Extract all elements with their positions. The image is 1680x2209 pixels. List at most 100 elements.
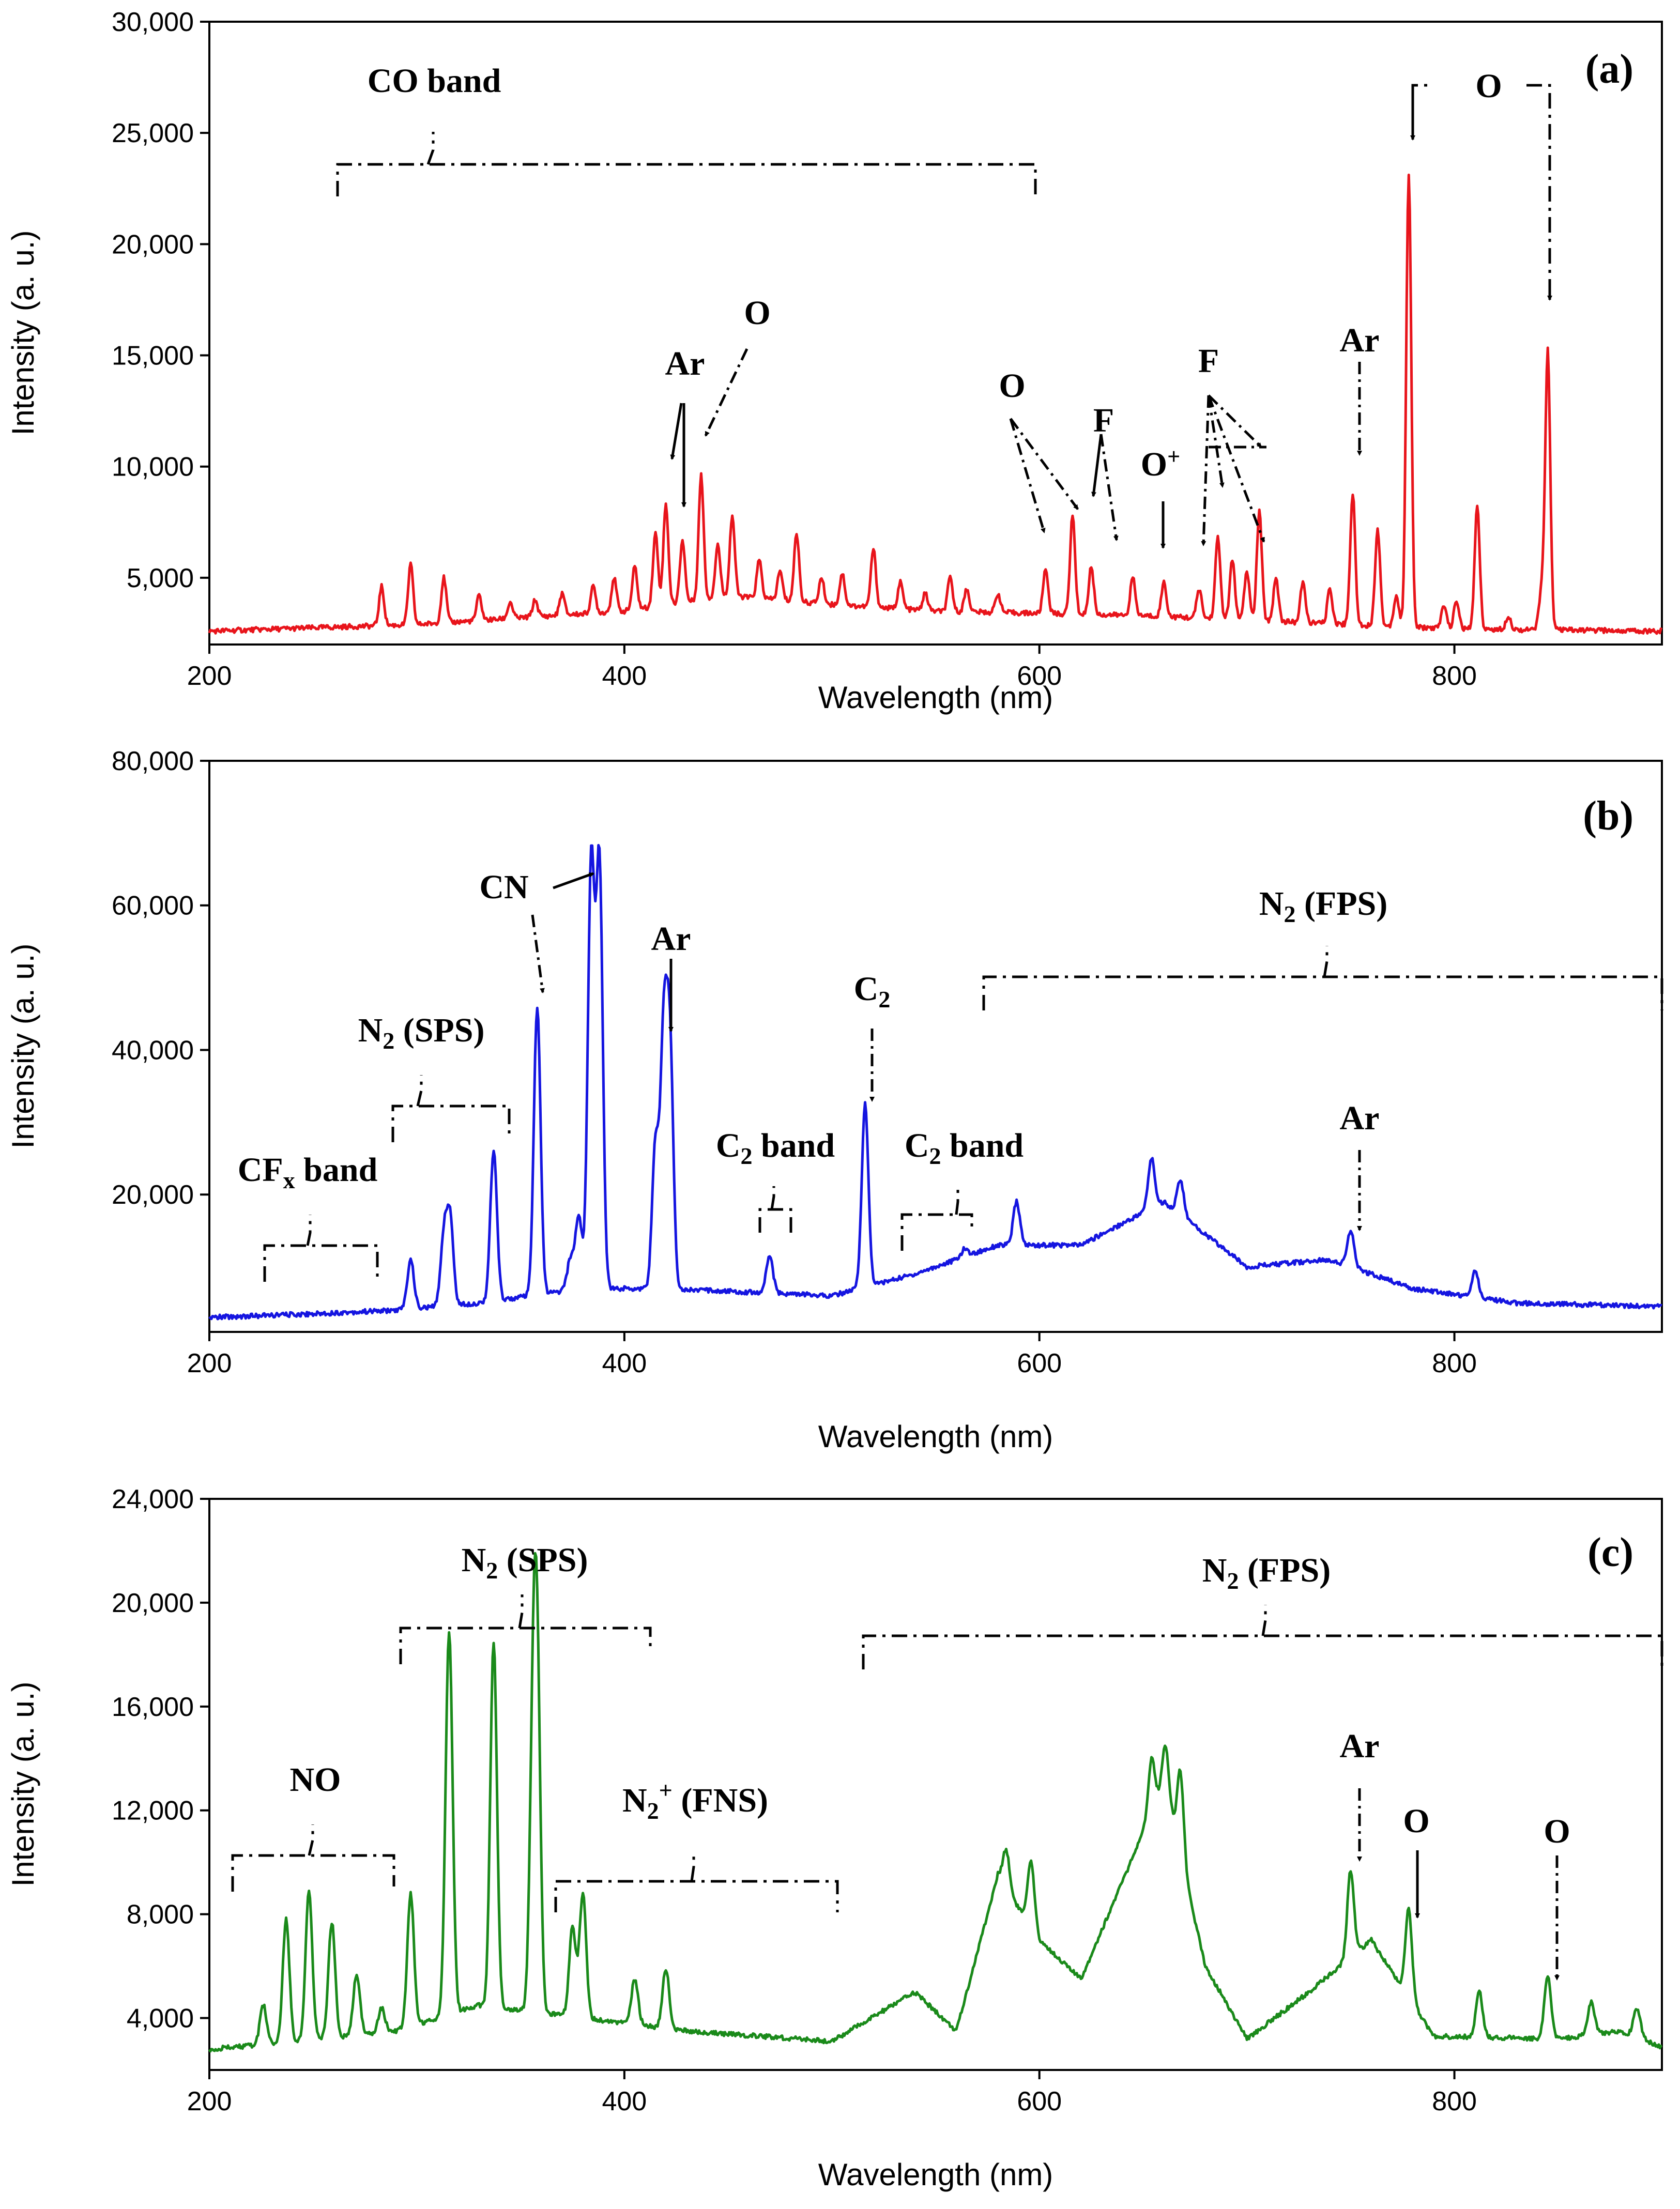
label-c2-band-2: C2 band: [905, 1127, 1024, 1169]
y-tick-label: 60,000: [112, 891, 194, 921]
ar-arrow-a1: [670, 403, 683, 460]
f-arrow-a4: [1207, 395, 1225, 488]
o-arrow-a3: [704, 348, 749, 437]
x-tick-label: 200: [187, 1348, 232, 1378]
label-o-c2: O: [1544, 1813, 1570, 1850]
panel-label-b: (b): [1583, 793, 1633, 839]
label-no: NO: [290, 1761, 341, 1799]
label-o-a3: O: [1475, 67, 1502, 105]
label-ar-a2: Ar: [1340, 321, 1380, 359]
label-co-band: CO band: [368, 62, 501, 100]
spectrum-line-c: [208, 1552, 1663, 2053]
y-tick-label: 24,000: [112, 1484, 194, 1514]
x-axis-title-a: Wavelength (nm): [818, 680, 1053, 715]
x-tick-label: 800: [1432, 661, 1477, 691]
y-tick-label: 4,000: [127, 2004, 194, 2034]
y-ticks-b: 20,000 40,000 60,000 80,000: [112, 746, 209, 1210]
y-tick-label: 30,000: [112, 7, 194, 37]
label-ar-c: Ar: [1340, 1727, 1380, 1765]
y-axis-title-a: Intensity (a. u.): [6, 231, 40, 436]
n2-sps-bracket-b: [391, 1075, 511, 1142]
panel-label-c: (c): [1587, 1530, 1633, 1575]
x-tick-label: 400: [602, 1348, 647, 1378]
label-o-c1: O: [1403, 1802, 1429, 1840]
c2-band-bracket-1: [758, 1186, 792, 1233]
f-arrow-a5: [1208, 394, 1262, 448]
label-n2-sps-b: N2 (SPS): [358, 1011, 485, 1054]
o-arrow-a5: [1009, 418, 1079, 510]
x-tick-label: 600: [1017, 661, 1062, 691]
panel-b: 20,000 40,000 60,000 80,000 200 400 600 800 Wa…: [6, 746, 1663, 1454]
label-f-a2: F: [1198, 342, 1219, 380]
label-n2-fps-b: N2 (FPS): [1259, 885, 1387, 927]
y-tick-label: 10,000: [112, 452, 194, 482]
y-tick-label: 8,000: [127, 1900, 194, 1930]
spectrum-line-a: [208, 173, 1663, 635]
y-axis-title-b: Intensity (a. u.): [6, 944, 40, 1149]
x-axis-title-b: Wavelength (nm): [818, 1419, 1053, 1454]
cfx-band-bracket: [263, 1215, 379, 1282]
label-o-a1: O: [744, 294, 770, 332]
x-tick-label: 400: [602, 2087, 647, 2116]
y-tick-label: 25,000: [112, 118, 194, 148]
y-tick-label: 16,000: [112, 1692, 194, 1722]
label-ar-a1: Ar: [665, 345, 705, 382]
label-f-a1: F: [1093, 402, 1114, 439]
x-tick-label: 200: [187, 661, 232, 691]
label-n2-fps-c: N2 (FPS): [1202, 1552, 1331, 1594]
y-ticks-c: 4,000 8,000 12,000 16,000 20,000 24,000: [112, 1484, 209, 2034]
x-tick-label: 400: [602, 661, 647, 691]
x-tick-label: 600: [1017, 2087, 1062, 2116]
x-tick-label: 200: [187, 2087, 232, 2116]
y-tick-label: 80,000: [112, 746, 194, 776]
f-arrow-a2: [1099, 434, 1119, 541]
f-arrow-a3: [1201, 395, 1210, 546]
panel-c: 4,000 8,000 12,000 16,000 20,000 24,000 200 40…: [6, 1484, 1663, 2192]
c2-band-bracket-2: [900, 1186, 973, 1251]
x-ticks-a: 200 400 600 800: [187, 645, 1477, 691]
n2-sps-bracket-c: [399, 1594, 652, 1664]
y-ticks-a: 5,000 10,000 15,000 20,000 25,000 30,000: [112, 7, 209, 593]
f-arrow-a6: [1207, 395, 1265, 543]
plot-frame-c: [208, 1498, 1663, 2071]
label-ar-b1: Ar: [651, 920, 691, 958]
label-n2plus-fns: N2+ (FNS): [622, 1777, 768, 1824]
f-arrow-a1: [1091, 434, 1103, 497]
cn-arrow-1: [553, 872, 594, 889]
label-cfx-band: CFx band: [238, 1151, 378, 1193]
x-ticks-b: 200 400 600 800: [187, 1332, 1477, 1378]
panel-label-a: (a): [1585, 47, 1633, 92]
y-tick-label: 5,000: [127, 563, 194, 593]
n2-fps-bracket-c: [862, 1605, 1663, 1669]
plot-frame-a: [208, 21, 1663, 646]
n2plus-fns-bracket: [554, 1853, 839, 1912]
y-tick-label: 15,000: [112, 341, 194, 371]
o-arrow-a4: [1009, 418, 1046, 533]
y-axis-title-c: Intensity (a. u.): [6, 1682, 40, 1887]
x-tick-label: 800: [1432, 1348, 1477, 1378]
label-cn: CN: [479, 868, 528, 906]
o-bracket-a: [1411, 84, 1551, 295]
no-bracket: [231, 1824, 395, 1892]
y-tick-label: 40,000: [112, 1035, 194, 1065]
x-axis-title-c: Wavelength (nm): [818, 2157, 1053, 2192]
y-tick-label: 20,000: [112, 229, 194, 259]
y-tick-label: 12,000: [112, 1796, 194, 1826]
co-band-bracket: [336, 132, 1037, 196]
x-tick-label: 800: [1432, 2087, 1477, 2116]
cn-arrow-2: [531, 914, 545, 993]
spectrum-line-b: [208, 843, 1662, 1321]
x-ticks-c: 200 400 600 800: [187, 2070, 1477, 2116]
label-c2: C2: [854, 970, 891, 1013]
label-oplus: O+: [1141, 444, 1180, 483]
panel-a: 5,000 10,000 15,000 20,000 25,000 30,000 200 4…: [6, 7, 1663, 715]
label-n2-sps-c: N2 (SPS): [462, 1541, 588, 1584]
label-c2-band-1: C2 band: [716, 1127, 835, 1169]
y-tick-label: 20,000: [112, 1588, 194, 1618]
plot-frame-b: [208, 760, 1663, 1333]
label-o-a2: O: [999, 367, 1025, 405]
x-tick-label: 600: [1017, 1348, 1062, 1378]
label-ar-b2: Ar: [1340, 1099, 1380, 1137]
y-tick-label: 20,000: [112, 1180, 194, 1210]
